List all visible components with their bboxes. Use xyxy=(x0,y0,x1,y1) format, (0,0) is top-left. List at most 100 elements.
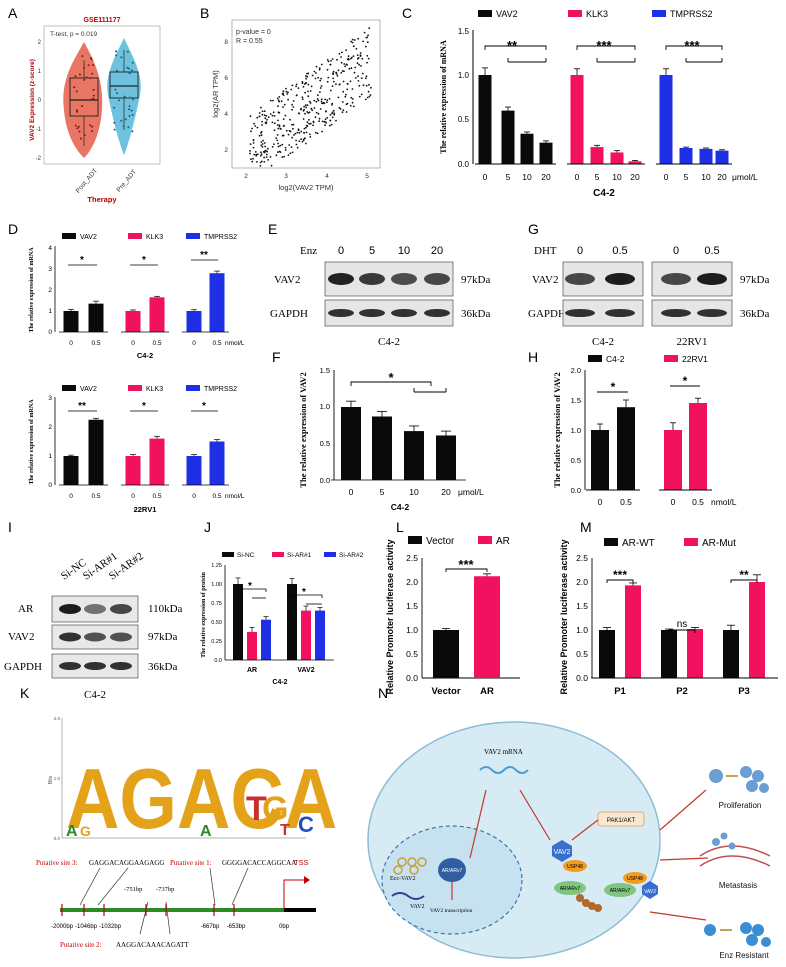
ecc-label: Ecc-VAV2 xyxy=(390,876,415,882)
panel-c-sig: ** xyxy=(507,38,518,53)
panel-f-ytick: 0.0 xyxy=(320,476,330,485)
scatter-point xyxy=(315,111,318,114)
scatter-point xyxy=(315,131,317,134)
bar-ar-wt xyxy=(723,630,739,678)
scatter-point xyxy=(256,116,259,119)
legend-klk3: KLK3 xyxy=(146,386,163,393)
panel-label-j: J xyxy=(204,519,211,535)
legend-swatch-tmprss2 xyxy=(652,10,666,17)
panel-f-vav2-enz: 0.0 0.5 1.0 1.5 The relative expression … xyxy=(298,366,484,512)
scatter-point xyxy=(279,144,282,147)
violin-point-pre xyxy=(130,109,133,112)
scatter-point xyxy=(249,152,251,155)
panel-label-d: D xyxy=(8,221,18,237)
panel-m-xtick: P3 xyxy=(738,686,750,697)
scatter-point xyxy=(320,63,323,66)
panel-c-xtick: 5 xyxy=(506,172,511,182)
scatter-point xyxy=(264,145,266,148)
panel-f-ytick: 1.5 xyxy=(320,366,330,375)
kda-label: 36kDa xyxy=(148,661,177,673)
scatter-point xyxy=(255,153,258,156)
scatter-point xyxy=(358,63,360,66)
panel-d-top-ytick: 3 xyxy=(48,266,52,273)
panel-d-top-xtick: 0 xyxy=(192,340,196,347)
scatter-point xyxy=(258,115,261,118)
pos-bottom: -1046bp xyxy=(75,924,98,930)
ar-complex xyxy=(554,881,586,895)
scatter-point xyxy=(356,54,359,56)
motif-letter-c: C xyxy=(298,812,314,837)
scatter-point xyxy=(346,102,349,105)
panel-d-top-bars xyxy=(59,270,229,333)
scatter-point xyxy=(353,39,356,41)
scatter-point xyxy=(288,144,291,146)
scatter-point xyxy=(284,146,287,149)
motif-ytick: 2.0 xyxy=(54,716,61,721)
blot-band xyxy=(84,662,106,670)
scatter-point xyxy=(336,74,339,77)
bands-g xyxy=(565,273,727,317)
panel-f-ytick: 0.5 xyxy=(320,439,330,448)
bar-tmprss2 xyxy=(715,150,729,164)
usp48-label: USP48 xyxy=(627,876,643,882)
scatter-point xyxy=(273,115,276,117)
gse-title: GSE111177 xyxy=(84,17,121,24)
scatter-point xyxy=(367,57,370,60)
blot-band xyxy=(391,309,417,317)
violin-point-post xyxy=(91,130,94,133)
scatter-point xyxy=(265,114,268,117)
scatter-point xyxy=(338,52,341,55)
panel-j-bars xyxy=(225,577,334,661)
scatter-point xyxy=(260,153,263,156)
bar-ar-wt xyxy=(599,630,615,678)
scatter-point xyxy=(358,95,361,98)
scatter-point xyxy=(271,146,274,148)
scatter-point xyxy=(277,105,279,108)
bar-klk3 xyxy=(590,147,604,164)
scatter-point xyxy=(260,160,263,163)
panel-m-brackets xyxy=(606,579,758,633)
panel-j-xtick: AR xyxy=(247,667,257,674)
enz-cells xyxy=(704,922,771,947)
blot-band xyxy=(697,273,727,285)
scatter-point xyxy=(282,106,284,108)
ar-complex xyxy=(604,883,636,897)
scatter-point xyxy=(300,108,302,111)
legend-siar2: Si-AR#2 xyxy=(339,552,364,559)
scatter-point xyxy=(350,67,353,70)
panel-l-luciferase: Vector AR 0.0 0.5 1.0 1.5 2.0 2.5 Relati… xyxy=(385,536,520,697)
panel-l-ytick: 0.0 xyxy=(406,673,418,683)
scatter-point xyxy=(331,102,334,105)
pos-bottom: -1032bp xyxy=(99,924,122,930)
outcome-metastasis: Metastasis xyxy=(719,881,757,890)
scatter-point xyxy=(359,54,362,56)
scatter-point xyxy=(263,110,266,113)
scatter-point xyxy=(256,153,259,156)
enz-dose: 10 xyxy=(398,245,410,257)
scatter-point xyxy=(313,70,316,73)
dht-dose: 0.5 xyxy=(612,245,627,257)
tss-label: TSS xyxy=(294,858,309,867)
scatter-point xyxy=(323,120,326,123)
motif-letter-a: AGACA xyxy=(66,751,337,846)
violin-point-pre xyxy=(126,66,129,69)
bar-si-ar-2 xyxy=(315,610,325,660)
bar-vav2 xyxy=(501,110,515,164)
usp48-blob xyxy=(623,872,647,884)
scatter-point xyxy=(315,72,317,74)
violin-point-post xyxy=(92,64,95,66)
bands-i xyxy=(59,604,132,670)
scatter-point xyxy=(312,124,314,127)
scatter-point xyxy=(301,96,304,99)
panel-l-xtick: AR xyxy=(480,686,494,697)
scatter-point xyxy=(363,31,366,34)
scatter-point xyxy=(304,137,306,140)
panel-h-xtick: 0 xyxy=(598,497,603,507)
scatter-point xyxy=(328,98,331,100)
scatter-point xyxy=(329,89,332,92)
scatter-point xyxy=(366,41,369,44)
scatter-point xyxy=(313,99,316,102)
scatter-point xyxy=(320,85,323,87)
violin-point-post xyxy=(83,78,86,81)
